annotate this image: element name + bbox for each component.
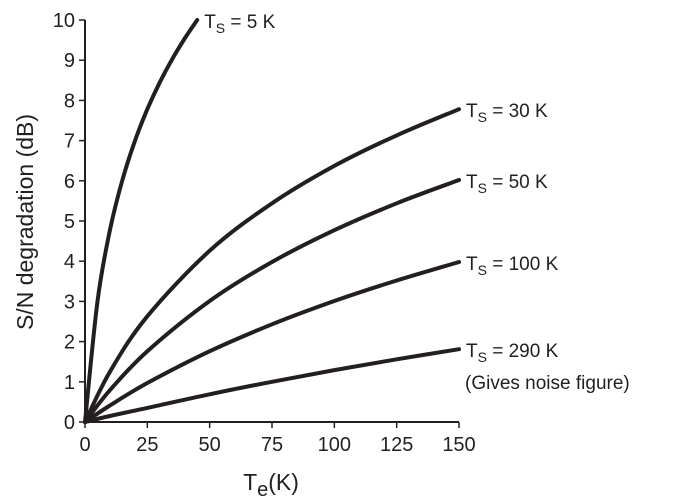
- y-tick-label: 6: [64, 171, 75, 193]
- series-label-subscript: S: [478, 109, 487, 125]
- series-curve: [83, 18, 200, 424]
- x-tick-label: 0: [79, 434, 90, 456]
- y-tick-label: 8: [64, 90, 75, 112]
- series-curve: [83, 260, 461, 424]
- series-label-subscript: S: [478, 180, 487, 196]
- x-tick-label: 125: [380, 434, 413, 456]
- y-tick-label: 10: [53, 10, 75, 32]
- y-ticks: 0 1 2 3 4 5 6 7 8 9 10: [53, 10, 85, 434]
- y-tick-label: 4: [64, 251, 75, 273]
- y-axis-label: S/N degradation (dB): [12, 114, 38, 330]
- series-label-value: = 5 K: [225, 12, 275, 33]
- y-tick-label: 0: [64, 412, 75, 434]
- series-label-main: T: [204, 12, 216, 33]
- y-tick-label: 5: [64, 211, 75, 233]
- series-label: TS = 30 K: [466, 101, 548, 125]
- series-curve: [83, 178, 461, 424]
- series-curve: [83, 347, 461, 424]
- series-curves: [83, 18, 461, 424]
- x-axis-label-unit: (K): [268, 469, 299, 495]
- series-label: TS = 5 K: [204, 12, 275, 36]
- series-label-value: = 290 K: [487, 341, 559, 362]
- x-axis-label: Te(K): [243, 469, 299, 500]
- y-tick-label: 7: [64, 131, 75, 153]
- series-label: TS = 290 K: [466, 341, 559, 365]
- y-tick-label: 3: [64, 291, 75, 313]
- x-axis-label-subscript: e: [257, 479, 268, 500]
- series-label: TS = 100 K: [466, 254, 559, 278]
- series-label-value: = 30 K: [487, 101, 548, 122]
- series-label-main: T: [466, 254, 478, 275]
- axes: [84, 20, 459, 423]
- y-tick-label: 2: [64, 332, 75, 354]
- series-label-value: = 50 K: [487, 172, 548, 193]
- series-label-value: = 100 K: [487, 254, 559, 275]
- x-tick-label: 150: [442, 434, 475, 456]
- series-label-subscript: S: [216, 20, 225, 36]
- x-tick-label: 75: [261, 434, 283, 456]
- x-tick-label: 100: [318, 434, 351, 456]
- series-label: TS = 50 K: [466, 172, 548, 196]
- series-label-main: T: [466, 341, 478, 362]
- series-labels: TS = 5 KTS = 30 KTS = 50 KTS = 100 KTS =…: [204, 12, 630, 394]
- x-axis-label-main: T: [243, 469, 257, 495]
- series-note: (Gives noise figure): [465, 373, 630, 394]
- x-tick-label: 25: [136, 434, 158, 456]
- series-label-subscript: S: [478, 349, 487, 365]
- series-label-main: T: [466, 172, 478, 193]
- series-label-subscript: S: [478, 262, 487, 278]
- series-curve: [83, 107, 461, 424]
- series-label-main: T: [466, 101, 478, 122]
- y-tick-label: 9: [64, 50, 75, 72]
- x-ticks: 0 25 50 75 100 125 150: [79, 422, 476, 456]
- y-tick-label: 1: [64, 372, 75, 394]
- x-tick-label: 50: [199, 434, 221, 456]
